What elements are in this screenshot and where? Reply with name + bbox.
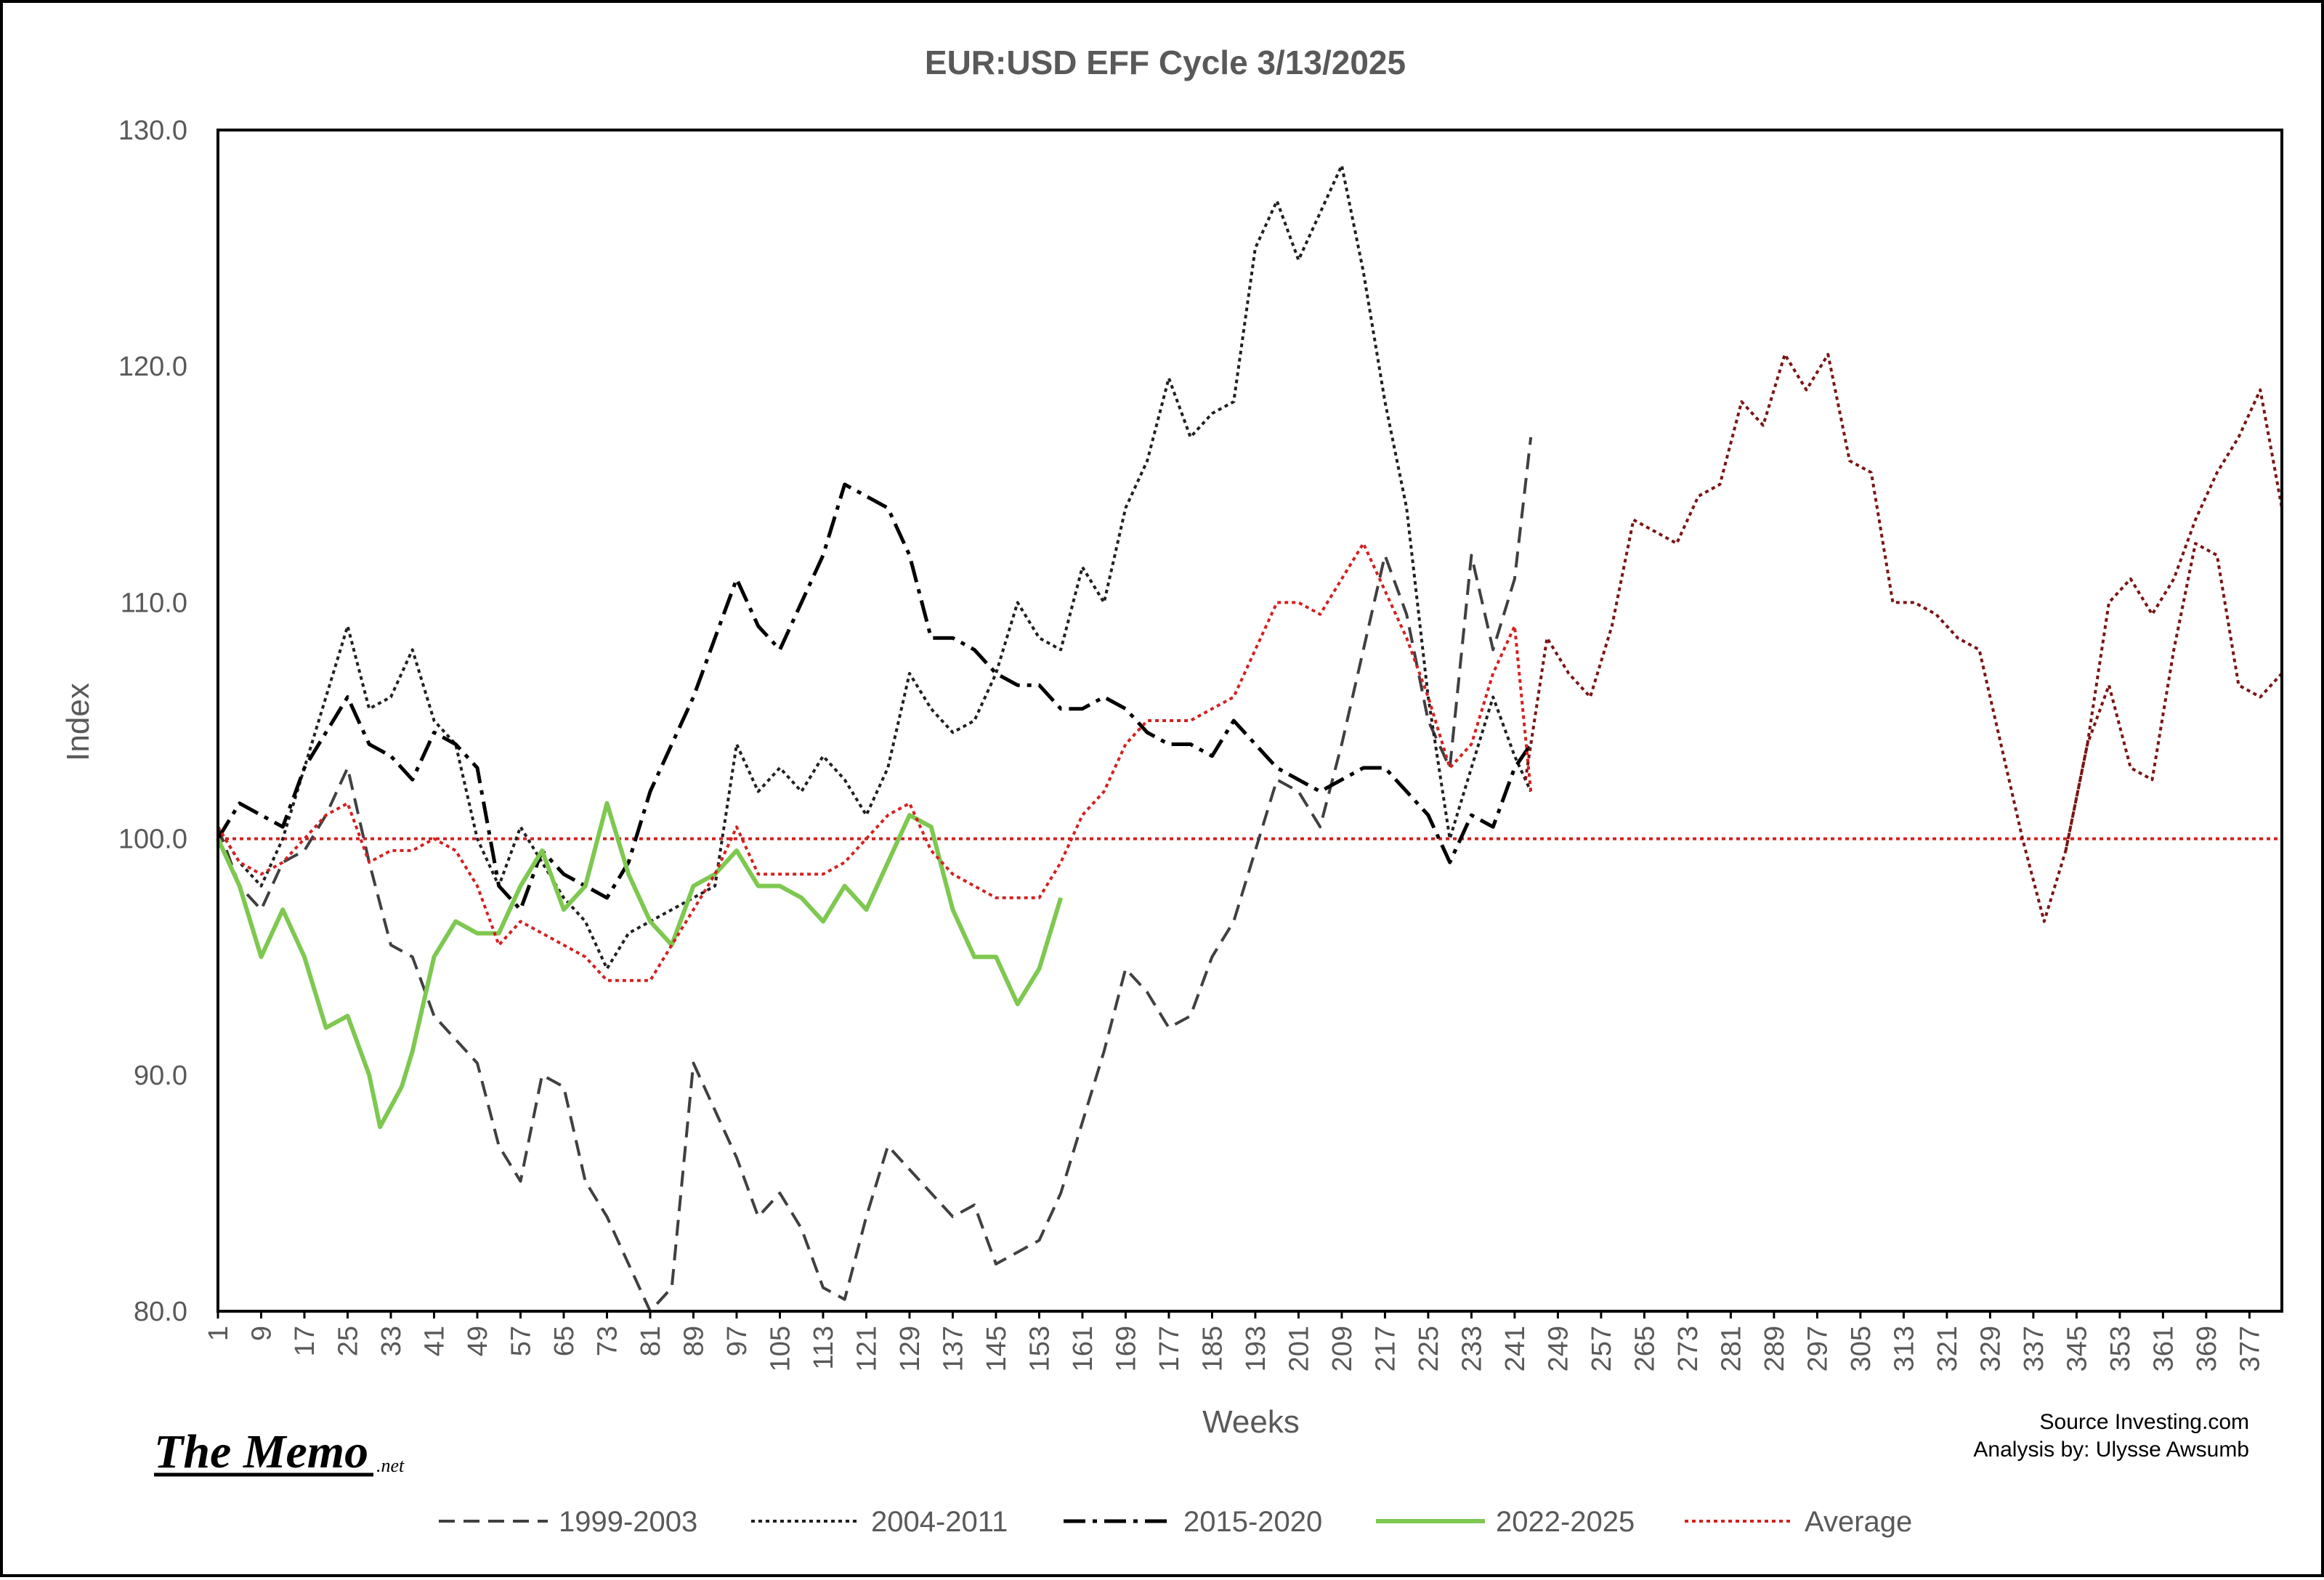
x-axis-title: Weeks: [1202, 1404, 1300, 1440]
x-tick-label: 185: [1197, 1326, 1228, 1372]
series-line-1999-2003-0: [216, 437, 1533, 1313]
logo-text: The Memo: [154, 1425, 368, 1478]
legend-label: 2015-2020: [1183, 1506, 1322, 1538]
x-tick-label: 177: [1154, 1326, 1185, 1372]
x-tick-label: 89: [679, 1326, 710, 1356]
y-tick-label: 80.0: [134, 1297, 187, 1327]
series-line-average-6: [2064, 388, 2283, 851]
x-tick-label: 249: [1543, 1326, 1574, 1372]
x-tick-label: 297: [1802, 1326, 1833, 1372]
x-tick-label: 217: [1370, 1326, 1401, 1372]
legend-label: 2004-2011: [871, 1506, 1008, 1538]
series-line-2015-2020-2: [216, 482, 1533, 912]
y-tick-label: 90.0: [134, 1061, 187, 1091]
y-tick-labels: 80.0 90.0 100.0 110.0 120.0 130.0: [118, 116, 187, 1327]
x-tick-label: 113: [809, 1326, 839, 1370]
x-tick-label: 369: [2192, 1326, 2222, 1372]
x-tick-label: 105: [766, 1326, 796, 1372]
axes: [216, 129, 2283, 1313]
x-tick-label: 225: [1414, 1326, 1444, 1372]
x-tick-label: 145: [981, 1326, 1012, 1372]
x-tick-label: 9: [247, 1326, 278, 1341]
x-tick-label: 201: [1284, 1326, 1314, 1372]
x-tick-label: 361: [2148, 1326, 2179, 1372]
x-tick-label: 273: [1673, 1326, 1704, 1372]
x-tick-label: 1: [203, 1326, 234, 1341]
y-axis-title: Index: [60, 683, 96, 761]
x-tick-label: 33: [376, 1326, 407, 1356]
brand-logo: The Memo .net: [154, 1425, 405, 1478]
chart-title: EUR:USD EFF Cycle 3/13/2025: [925, 44, 1406, 81]
source-credit: Source Investing.com: [2040, 1410, 2249, 1434]
x-tick-label: 233: [1457, 1326, 1487, 1372]
x-tick-label: 81: [636, 1326, 666, 1356]
logo-suffix: .net: [376, 1455, 405, 1476]
x-tick-label: 17: [290, 1326, 320, 1356]
series-line-2004-2011-1: [216, 163, 1533, 971]
x-tick-label: 49: [463, 1326, 493, 1356]
legend-label: Average: [1805, 1506, 1912, 1538]
x-tick-label: 313: [1889, 1326, 1919, 1372]
y-tick-label: 120.0: [118, 352, 187, 382]
x-tick-label: 137: [939, 1326, 969, 1372]
plot-area-border: [216, 129, 2283, 1313]
x-tick-label: 289: [1760, 1326, 1790, 1372]
legend-label: 1999-2003: [559, 1506, 697, 1538]
x-tick-label: 57: [506, 1326, 537, 1356]
line-chart: EUR:USD EFF Cycle 3/13/2025 Index Weeks …: [60, 44, 2283, 1538]
x-tick-label: 41: [420, 1326, 450, 1356]
x-tick-label: 73: [593, 1326, 623, 1356]
x-tick-label: 121: [852, 1326, 883, 1372]
x-tick-label: 65: [549, 1326, 580, 1356]
series-line-average-4: [216, 542, 1533, 982]
x-tick-label: 329: [1975, 1326, 2006, 1372]
x-tick-label: 337: [2019, 1326, 2049, 1372]
x-tick-label: 209: [1327, 1326, 1358, 1372]
x-tick-label: 321: [1932, 1326, 1963, 1372]
x-tick-label: 345: [2062, 1326, 2092, 1372]
x-tick-label: 353: [2105, 1326, 2136, 1372]
x-tick-label: 257: [1587, 1326, 1617, 1372]
y-tick-label: 130.0: [118, 116, 187, 146]
x-tick-label: 377: [2235, 1326, 2265, 1372]
x-tick-label: 193: [1241, 1326, 1271, 1372]
analysis-credit: Analysis by: Ulysse Awsumb: [1973, 1438, 2249, 1462]
series-line-2022-2025-3: [216, 801, 1064, 1130]
x-tick-label: 25: [333, 1326, 364, 1356]
x-tick-label: 97: [722, 1326, 753, 1356]
y-tick-label: 100.0: [118, 825, 187, 855]
x-tick-label: 281: [1716, 1326, 1746, 1372]
legend-label: 2022-2025: [1496, 1506, 1635, 1538]
x-tick-label: 265: [1629, 1326, 1660, 1372]
x-tick-label: 241: [1500, 1326, 1531, 1372]
plot-series: [216, 163, 2283, 1313]
x-tick-label: 169: [1111, 1326, 1141, 1372]
x-tick-label: 161: [1068, 1326, 1098, 1372]
series-line-average-5: [1523, 352, 2283, 923]
x-tick-label: 129: [895, 1326, 926, 1372]
x-tick-labels: 1 9 17 25 33 41 49 57 65 73 81 89 97 105 113 121 129 137 1…: [203, 1311, 2265, 1372]
legend: 1999-2003 2004-2011 2015-2020 2022-2025 Aver…: [439, 1506, 1912, 1538]
x-tick-label: 305: [1846, 1326, 1876, 1372]
x-tick-label: 153: [1025, 1326, 1056, 1372]
y-tick-label: 110.0: [121, 588, 187, 618]
